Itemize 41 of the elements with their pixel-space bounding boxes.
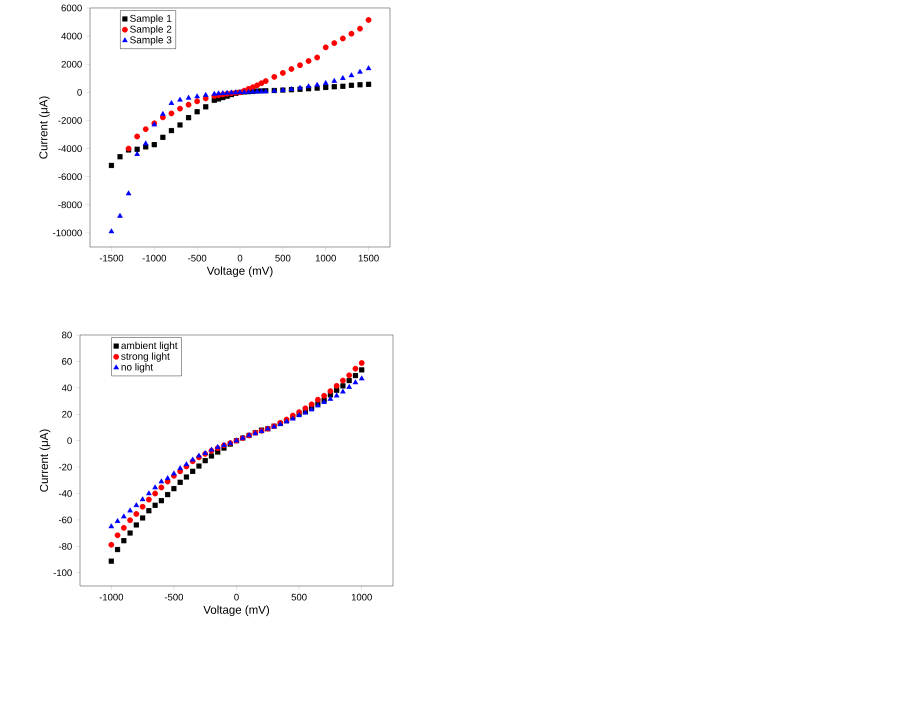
x-tick-label: 1500 <box>358 254 379 262</box>
y-axis-title: Current (μA) <box>40 429 50 492</box>
x-tick-label: 1000 <box>352 594 372 601</box>
x-axis-title: Voltage (mV) <box>206 266 273 278</box>
y-tick-label: 20 <box>62 410 72 418</box>
y-tick-label: -80 <box>58 543 72 550</box>
y-tick-label: -4000 <box>58 145 82 152</box>
y-tick-label: 0 <box>67 437 72 444</box>
y-axis-title: Current (μA) <box>39 96 50 159</box>
y-tick-label: 4000 <box>61 32 82 40</box>
y-tick-label: -40 <box>58 490 72 497</box>
y-tick-label: -100 <box>54 569 72 576</box>
legend-label: Sample 2 <box>130 25 172 35</box>
x-tick-label: 1000 <box>316 254 336 262</box>
x-tick-label: 0 <box>238 254 242 262</box>
x-tick-label: 0 <box>234 594 239 601</box>
y-tick-label: 2000 <box>62 60 82 68</box>
x-tick-label: -1000 <box>100 594 124 601</box>
x-tick-label: -500 <box>164 594 184 601</box>
x-tick-label: -1000 <box>142 254 166 262</box>
x-axis-title: Voltage (mV) <box>203 605 270 616</box>
y-tick-label: -2000 <box>58 117 82 124</box>
x-tick-label: 500 <box>292 594 307 601</box>
x-tick-label: -500 <box>188 254 206 262</box>
y-tick-label: 40 <box>62 384 72 392</box>
y-tick-label: -8000 <box>58 201 82 208</box>
x-tick-label: -1500 <box>100 254 124 262</box>
legend-label: no light <box>122 363 154 373</box>
legend-label: strong light <box>121 352 170 362</box>
y-tick-label: -60 <box>58 516 72 524</box>
x-tick-label: 500 <box>275 254 290 262</box>
y-tick-label: 6000 <box>62 4 82 12</box>
y-tick-label: -10000 <box>53 230 82 236</box>
legend-label: ambient light <box>121 342 178 352</box>
y-tick-label: 0 <box>77 88 82 96</box>
y-tick-label: 80 <box>62 332 72 338</box>
legend-label: Sample 3 <box>130 36 172 46</box>
y-tick-label: -20 <box>58 464 72 470</box>
y-tick-label: -6000 <box>58 173 82 180</box>
y-tick-label: 60 <box>62 358 72 365</box>
legend-label: Sample 1 <box>130 14 172 24</box>
